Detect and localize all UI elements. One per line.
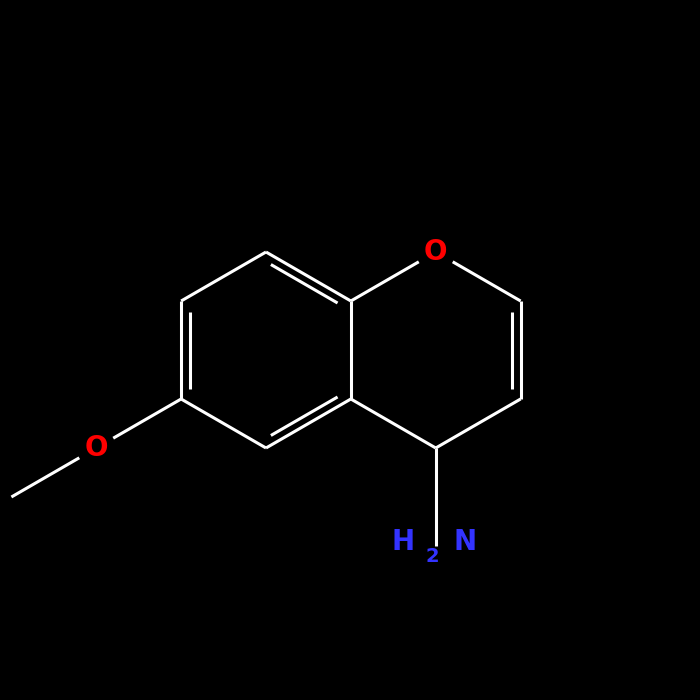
Text: O: O: [85, 434, 108, 462]
Text: N: N: [453, 528, 477, 556]
Text: H: H: [391, 528, 414, 556]
Text: O: O: [424, 238, 447, 266]
Text: 2: 2: [426, 547, 439, 566]
